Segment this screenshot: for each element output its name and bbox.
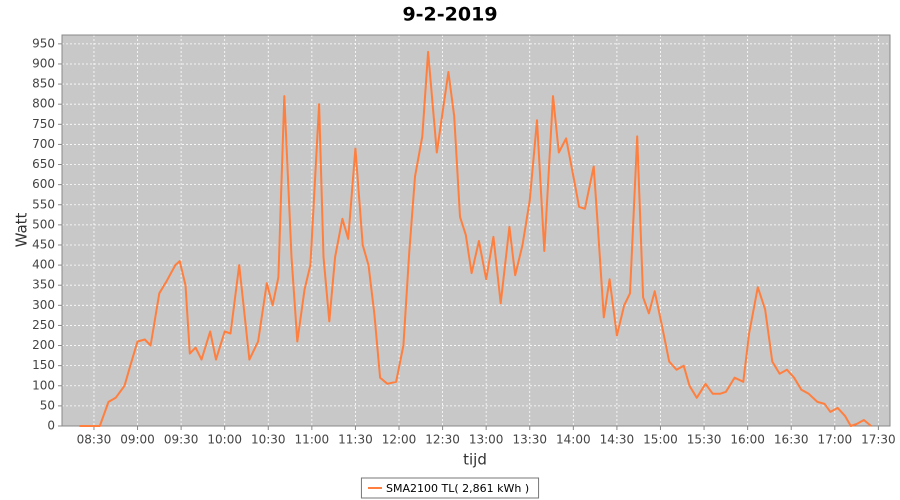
x-tick-label: 13:30: [512, 433, 547, 447]
y-tick-label: 300: [32, 298, 55, 312]
x-tick-label: 09:00: [120, 433, 155, 447]
legend: SMA2100 TL( 2,861 kWh ): [360, 477, 540, 499]
y-tick-label: 200: [32, 338, 55, 352]
y-tick-label: 350: [32, 278, 55, 292]
y-tick-label: 400: [32, 258, 55, 272]
plot-area: [62, 35, 890, 426]
y-tick-label: 500: [32, 217, 55, 231]
x-tick-label: 09:30: [164, 433, 199, 447]
y-tick-label: 100: [32, 378, 55, 392]
x-tick-label: 11:30: [338, 433, 373, 447]
y-tick-label: 700: [32, 137, 55, 151]
legend-box: [360, 477, 540, 499]
x-axis-label: tijd: [463, 451, 487, 469]
x-tick-label: 12:00: [382, 433, 417, 447]
y-axis-label: Watt: [13, 212, 31, 247]
x-tick-label: 10:00: [207, 433, 242, 447]
x-tick-label: 10:30: [251, 433, 286, 447]
x-tick-label: 15:00: [643, 433, 678, 447]
data-line: [79, 50, 872, 427]
y-tick-label: 650: [32, 157, 55, 171]
y-tick-label: 750: [32, 117, 55, 131]
y-tick-label: 550: [32, 197, 55, 211]
x-tick-label: 17:30: [861, 433, 896, 447]
y-tick-label: 50: [40, 398, 55, 412]
legend-label: SMA2100 TL( 2,861 kWh ): [386, 482, 529, 495]
x-tick-label: 08:30: [77, 433, 112, 447]
plot-border: [61, 34, 891, 427]
y-tick-label: 250: [32, 318, 55, 332]
y-tick-label: 0: [47, 419, 55, 433]
y-tick-label: 450: [32, 237, 55, 251]
x-tick-label: 13:00: [469, 433, 504, 447]
x-tick-label: 12:30: [425, 433, 460, 447]
x-tick-label: 16:00: [730, 433, 765, 447]
y-tick-label: 850: [32, 77, 55, 91]
x-tick-label: 16:30: [774, 433, 809, 447]
x-tick-label: 14:00: [556, 433, 591, 447]
y-tick-label: 950: [32, 36, 55, 50]
y-tick-label: 150: [32, 358, 55, 372]
y-tick-label: 900: [32, 56, 55, 70]
x-tick-label: 11:00: [295, 433, 330, 447]
chart-title: 9-2-2019: [402, 4, 497, 26]
y-tick-label: 800: [32, 97, 55, 111]
x-tick-label: 17:00: [818, 433, 853, 447]
y-tick-label: 600: [32, 177, 55, 191]
x-tick-label: 15:30: [687, 433, 722, 447]
x-tick-label: 14:30: [600, 433, 635, 447]
